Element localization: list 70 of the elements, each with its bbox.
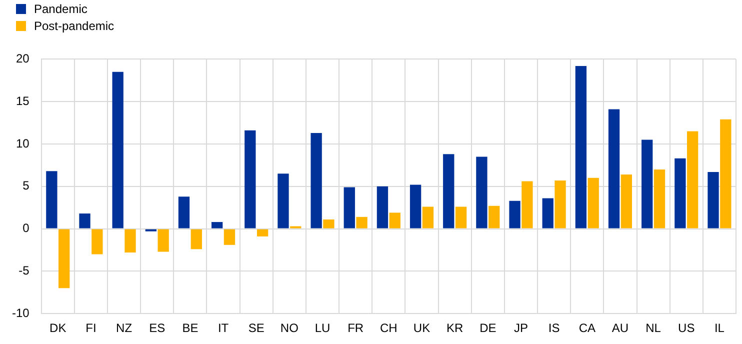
x-tick-label: BE — [182, 321, 198, 336]
x-tick-label: AU — [612, 321, 629, 336]
y-tick-label: 20 — [16, 52, 30, 66]
bar — [674, 158, 686, 228]
x-tick-label: NZ — [116, 321, 132, 336]
y-tick-label: 15 — [16, 94, 30, 108]
x-tick-label: UK — [413, 321, 430, 336]
bar — [124, 229, 136, 253]
bar — [642, 140, 653, 228]
bar — [376, 186, 388, 228]
bar — [58, 229, 70, 288]
x-tick-label: NL — [646, 321, 662, 336]
bar — [687, 131, 698, 228]
x-tick-label: CH — [380, 321, 398, 336]
x-tick-label: IS — [548, 321, 560, 336]
x-tick-label: IT — [218, 321, 230, 336]
bar — [344, 187, 355, 228]
x-tick-label: DK — [50, 321, 66, 336]
bar — [112, 72, 124, 228]
y-tick-label: -5 — [18, 264, 30, 278]
bar — [522, 181, 533, 228]
bar — [422, 206, 434, 228]
bar — [389, 212, 400, 228]
y-tick-label: 10 — [16, 136, 30, 150]
bar — [588, 178, 599, 228]
bar — [178, 196, 190, 228]
bar — [46, 171, 58, 228]
bar — [224, 229, 236, 245]
bar — [244, 130, 256, 228]
x-tick-label: IL — [714, 321, 725, 336]
x-tick-label: ES — [149, 321, 166, 336]
bar — [310, 132, 322, 228]
bar — [542, 198, 554, 228]
x-tick-label: NO — [280, 321, 298, 336]
x-tick-label: FI — [86, 321, 96, 336]
bar — [278, 174, 289, 228]
bar — [190, 229, 202, 250]
y-tick-label: 5 — [22, 178, 30, 193]
y-tick-label: 0 — [22, 221, 30, 236]
x-tick-label: KR — [446, 321, 464, 336]
bar — [455, 206, 467, 228]
x-tick-label: CA — [578, 321, 596, 336]
bar — [608, 109, 620, 228]
bar — [211, 222, 223, 228]
bar — [356, 216, 368, 228]
bar — [79, 214, 90, 228]
bar — [476, 156, 488, 228]
x-tick-label: LU — [314, 321, 330, 336]
bar — [323, 219, 334, 228]
y-tick-label: -10 — [12, 306, 30, 320]
bar — [720, 119, 732, 228]
bar — [158, 229, 169, 252]
bar — [488, 206, 500, 228]
bar — [654, 169, 666, 228]
bar — [575, 66, 587, 228]
legend-label: Post-pandemic — [34, 18, 114, 32]
x-tick-label: US — [678, 321, 695, 336]
bar — [708, 172, 719, 228]
bar — [92, 229, 103, 254]
x-tick-label: SE — [248, 321, 264, 336]
legend-label: Pandemic — [34, 2, 88, 16]
x-tick-label: FR — [348, 321, 364, 336]
bar — [443, 154, 454, 228]
bar — [256, 229, 268, 236]
bar — [509, 200, 520, 228]
bar — [410, 184, 422, 228]
bar — [554, 180, 566, 228]
x-tick-label: JP — [514, 321, 528, 336]
x-tick-label: DE — [480, 321, 496, 336]
bar — [620, 174, 632, 228]
